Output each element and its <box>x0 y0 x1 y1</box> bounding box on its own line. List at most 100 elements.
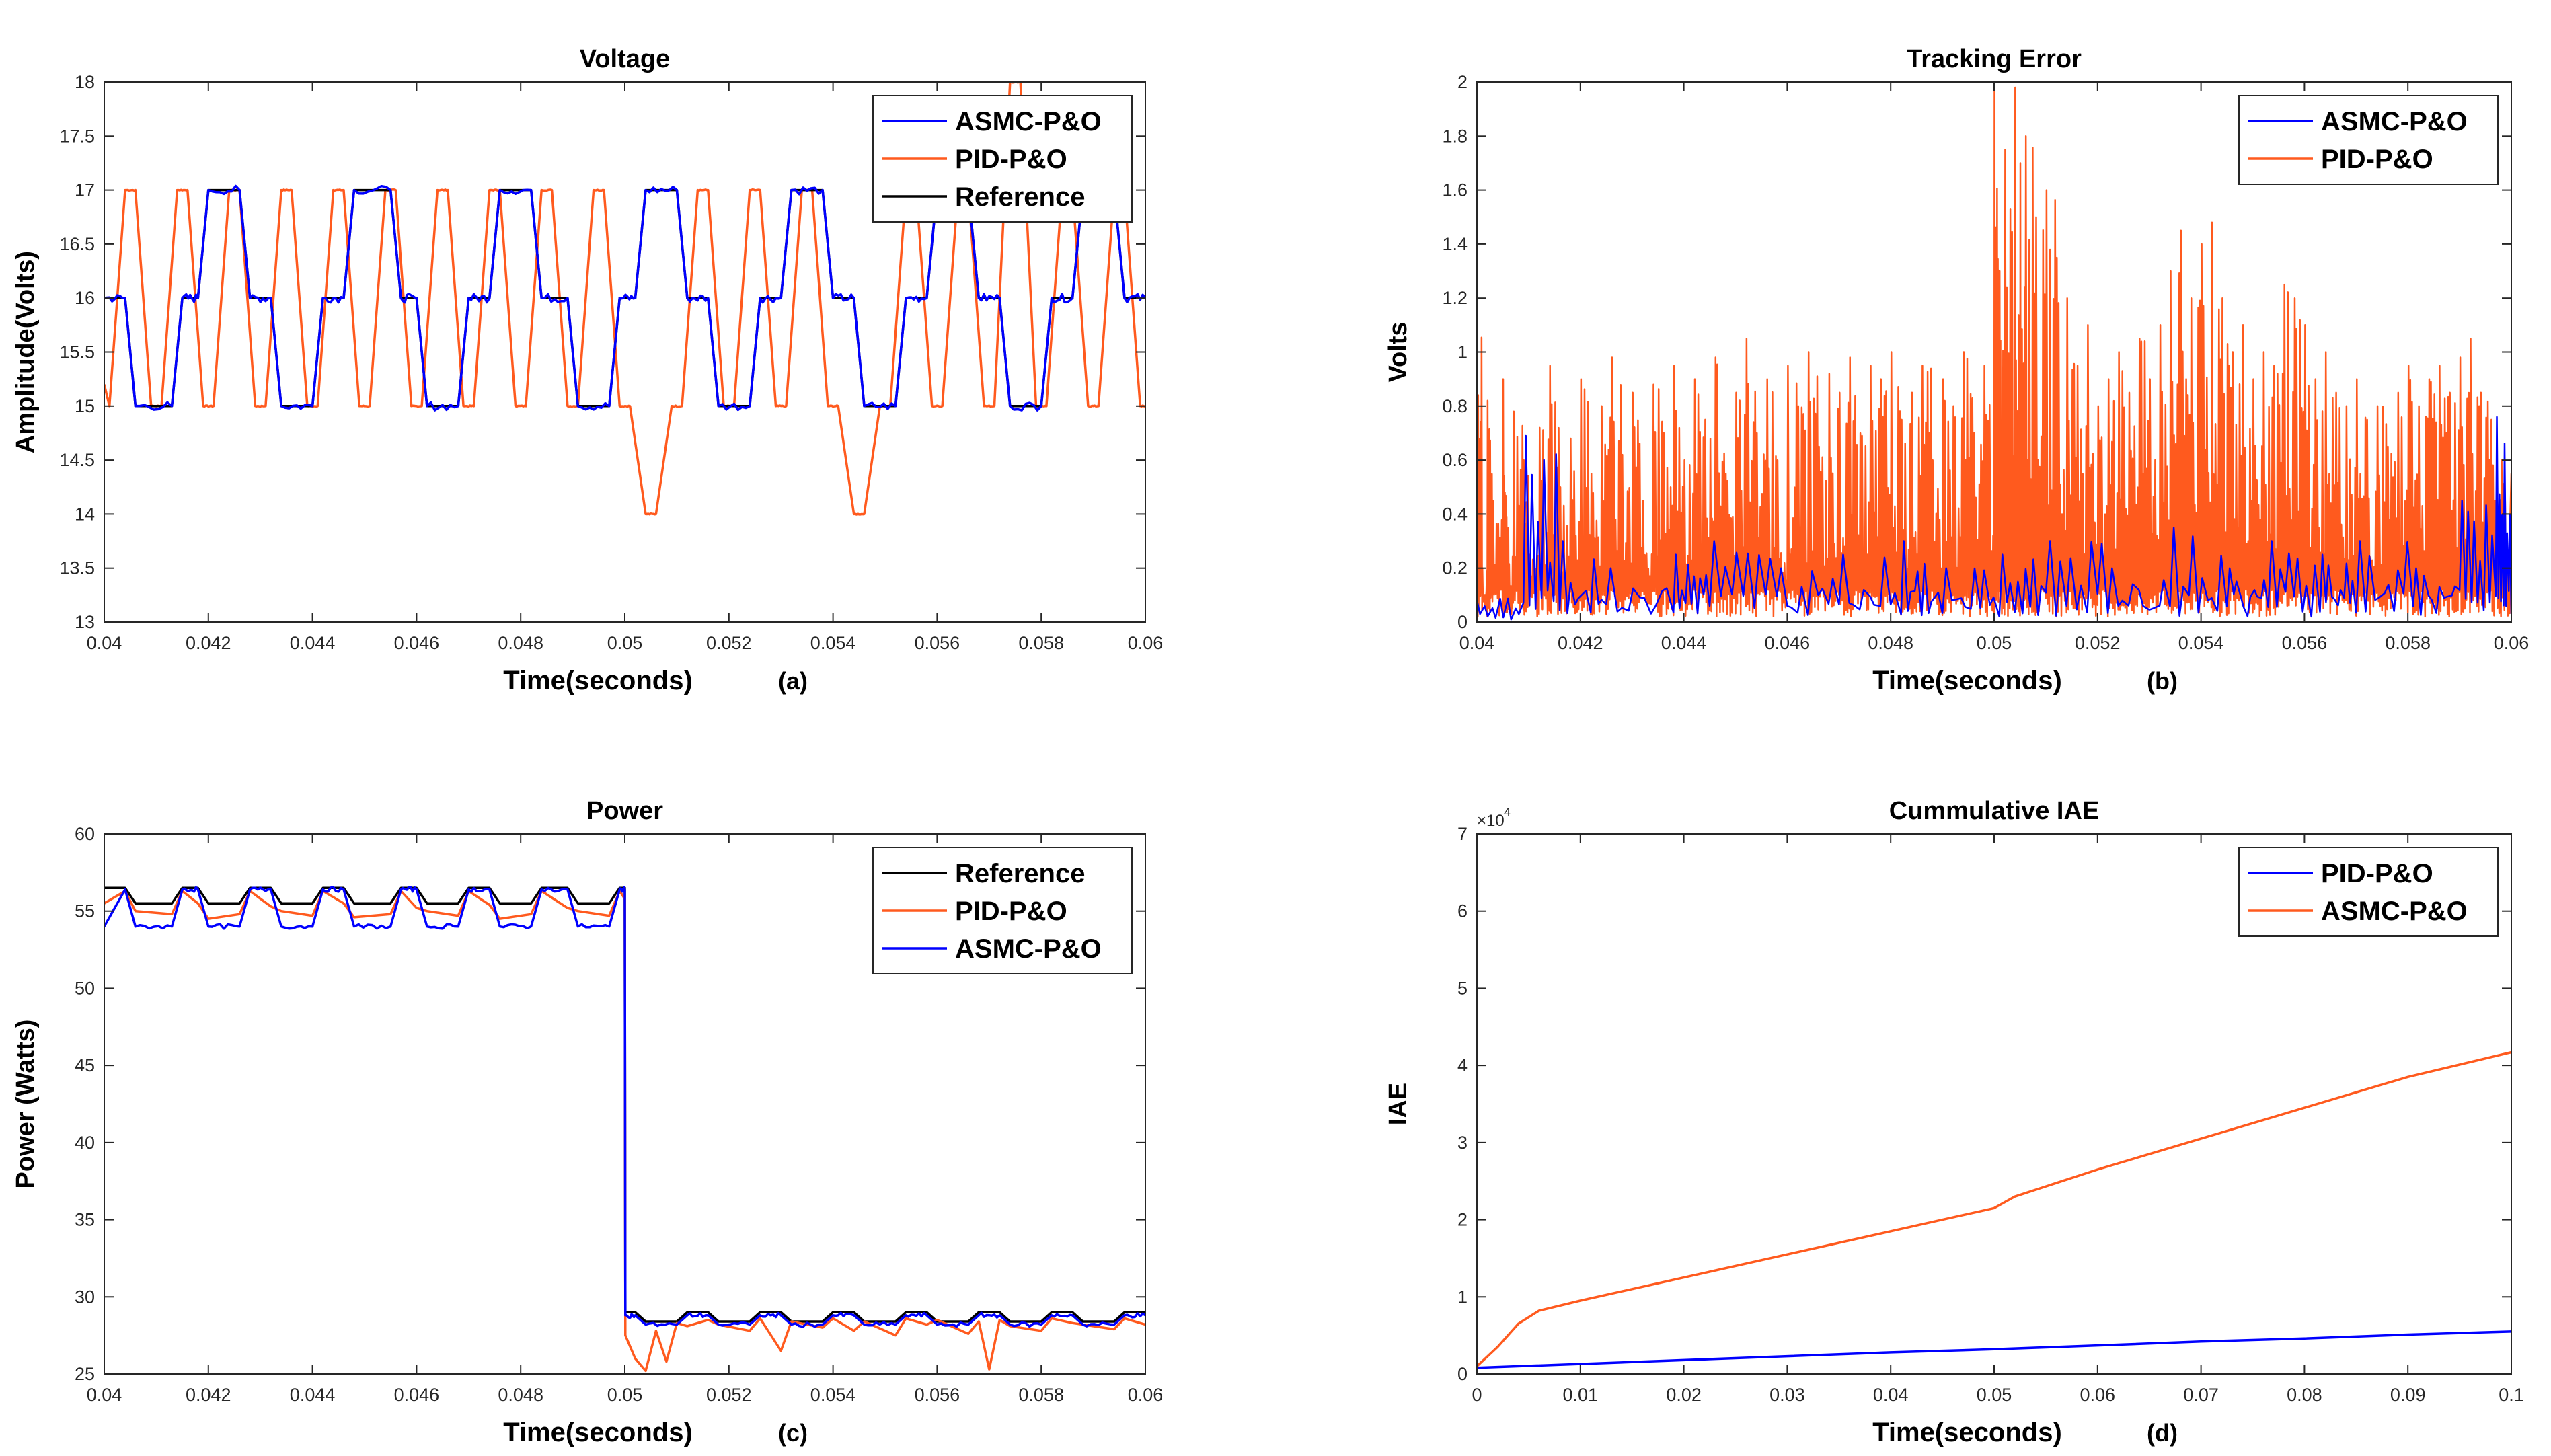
x-tick-label: 0.05 <box>607 633 643 653</box>
x-tick-label: 0.06 <box>1128 633 1164 653</box>
y-axis-label: Power (Watts) <box>11 1020 40 1189</box>
x-tick-label: 0.044 <box>290 1385 336 1405</box>
y-tick-label: 2 <box>1457 1210 1468 1230</box>
y-tick-label: 14 <box>75 504 95 524</box>
y-tick-label: 40 <box>75 1133 95 1153</box>
chart-title: Tracking Error <box>1907 45 2082 73</box>
chart-title: Power <box>586 797 663 825</box>
y-tick-label: 25 <box>75 1364 95 1384</box>
x-tick-label: 0.046 <box>1765 633 1811 653</box>
y-exponent-base: ×10 <box>1477 812 1505 830</box>
x-tick-label: 0.052 <box>2075 633 2121 653</box>
y-tick-label: 0.8 <box>1442 396 1468 416</box>
x-tick-label: 0.042 <box>186 1385 231 1405</box>
y-tick-label: 30 <box>75 1287 95 1307</box>
x-tick-label: 0.04 <box>1459 633 1495 653</box>
y-tick-label: 17.5 <box>59 126 95 146</box>
x-tick-label: 0.044 <box>290 633 336 653</box>
x-tick-label: 0.052 <box>706 633 752 653</box>
y-tick-label: 1 <box>1457 342 1468 362</box>
legend: PID-P&O ASMC-P&O <box>2238 847 2499 937</box>
x-tick-label: 0.04 <box>87 1385 122 1405</box>
x-tick-label: 0.04 <box>87 633 122 653</box>
y-tick-label: 4 <box>1457 1055 1468 1075</box>
x-tick-label: 0.042 <box>1558 633 1603 653</box>
y-tick-label: 2 <box>1457 72 1468 92</box>
y-tick-label: 50 <box>75 978 95 998</box>
x-tick-label: 0.03 <box>1769 1385 1805 1405</box>
y-tick-label: 60 <box>75 824 95 844</box>
y-tick-label: 0.2 <box>1442 558 1468 578</box>
panel-tag: (a) <box>778 667 808 695</box>
series-line-pid-po <box>1477 1330 2511 1369</box>
y-tick-label: 0.6 <box>1442 450 1468 470</box>
y-exponent-power: 4 <box>1504 806 1511 819</box>
legend: ASMC-P&O PID-P&O <box>2238 95 2499 185</box>
series-line-asmc-po <box>104 184 1145 412</box>
series-line-asmc-po <box>104 886 1145 1328</box>
y-tick-label: 0 <box>1457 612 1468 632</box>
y-tick-label: 18 <box>75 72 95 92</box>
y-tick-label: 15 <box>75 396 95 416</box>
x-tick-label: 0.056 <box>2282 633 2328 653</box>
x-tick-label: 0.058 <box>2385 633 2431 653</box>
y-axis-label: Amplitude(Volts) <box>11 251 40 453</box>
series-line-asmc-po <box>1477 416 2511 621</box>
legend-label-reference: Reference <box>955 182 1085 212</box>
legend-label-reference: Reference <box>955 859 1085 888</box>
y-tick-label: 1.2 <box>1442 288 1468 308</box>
y-tick-label: 3 <box>1457 1133 1468 1153</box>
x-axis-label: Time(seconds) <box>503 1418 693 1447</box>
y-tick-label: 1.6 <box>1442 180 1468 200</box>
x-tick-label: 0.052 <box>706 1385 752 1405</box>
x-tick-label: 0.048 <box>1868 633 1913 653</box>
x-tick-label: 0.06 <box>2494 633 2529 653</box>
x-tick-label: 0.046 <box>394 633 440 653</box>
x-tick-label: 0.06 <box>1128 1385 1164 1405</box>
x-axis-label: Time(seconds) <box>1872 1418 2062 1447</box>
series-group <box>1477 86 2511 621</box>
x-axis-label: Time(seconds) <box>1872 666 2062 695</box>
x-tick-label: 0.054 <box>810 633 856 653</box>
x-tick-label: 0.042 <box>186 633 231 653</box>
x-tick-label: 0.1 <box>2499 1385 2524 1405</box>
x-tick-label: 0 <box>1472 1385 1482 1405</box>
x-tick-label: 0.056 <box>915 1385 960 1405</box>
series-line-pid-po <box>104 82 1145 516</box>
y-tick-label: 0 <box>1457 1364 1468 1384</box>
x-tick-label: 0.048 <box>498 633 543 653</box>
y-tick-label: 45 <box>75 1055 95 1075</box>
y-tick-label: 35 <box>75 1210 95 1230</box>
legend-box <box>2238 847 2499 937</box>
y-tick-label: 13.5 <box>59 558 95 578</box>
legend: Reference PID-P&O ASMC-P&O <box>872 847 1133 974</box>
x-tick-label: 0.09 <box>2390 1385 2426 1405</box>
y-tick-label: 15.5 <box>59 342 95 362</box>
series-group <box>1477 1050 2511 1369</box>
x-tick-label: 0.058 <box>1018 1385 1064 1405</box>
x-tick-label: 0.054 <box>810 1385 856 1405</box>
x-tick-label: 0.02 <box>1666 1385 1702 1405</box>
y-tick-label: 1.8 <box>1442 126 1468 146</box>
y-tick-label: 7 <box>1457 824 1468 844</box>
series-group <box>104 886 1145 1373</box>
legend-box <box>2238 95 2499 185</box>
x-tick-label: 0.05 <box>1977 633 2012 653</box>
y-axis-label: IAE <box>1384 1083 1412 1125</box>
chart-title: Cummulative IAE <box>1889 797 2100 825</box>
panel-tag: (d) <box>2147 1419 2178 1447</box>
x-tick-label: 0.05 <box>1977 1385 2012 1405</box>
x-tick-label: 0.07 <box>2183 1385 2219 1405</box>
x-tick-label: 0.044 <box>1661 633 1707 653</box>
x-tick-label: 0.06 <box>2080 1385 2116 1405</box>
x-tick-label: 0.08 <box>2287 1385 2322 1405</box>
y-tick-label: 17 <box>75 180 95 200</box>
panel-tracking-error: 0.04 0.042 0.044 0.046 0.048 0.05 0.052 0.054 0.… <box>1384 45 2529 695</box>
y-tick-label: 6 <box>1457 901 1468 921</box>
x-tick-label: 0.054 <box>2178 633 2224 653</box>
x-tick-label: 0.01 <box>1563 1385 1599 1405</box>
x-tick-label: 0.04 <box>1873 1385 1909 1405</box>
series-line-asmc-po <box>1477 1050 2511 1367</box>
panel-tag: (c) <box>778 1419 808 1447</box>
legend: ASMC-P&O PID-P&O Reference <box>872 95 1133 223</box>
